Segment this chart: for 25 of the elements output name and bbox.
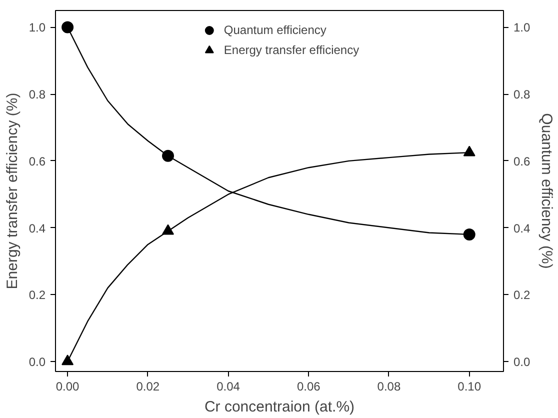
y-tick-label: 0.0 <box>28 354 46 369</box>
x-tick-label: 0.06 <box>296 380 321 394</box>
y2-tick-label: 0.2 <box>514 288 531 302</box>
point <box>62 21 74 34</box>
y-axis-title: Energy transfer efficiency (%) <box>4 92 21 290</box>
legend-label: Quantum efficiency <box>224 23 326 37</box>
y-tick-label: 0.2 <box>28 288 46 302</box>
y-tick-label: 1.0 <box>28 20 46 35</box>
y2-tick-label: 0.4 <box>514 221 531 236</box>
y2-tick-label: 0.6 <box>514 154 531 168</box>
x-tick-label: 0.10 <box>458 380 482 394</box>
y2-axis-title: Quantum efficiency (%) <box>538 113 556 269</box>
y-tick-label: 0.6 <box>28 154 46 168</box>
y2-tick-label: 1.0 <box>514 20 531 35</box>
y-tick-label: 0.4 <box>28 221 46 236</box>
legend-label: Energy transfer efficiency <box>224 43 360 57</box>
y2-tick-label: 0.8 <box>514 88 531 102</box>
point <box>463 228 476 240</box>
x-tick-label: 0.02 <box>136 380 160 394</box>
y-tick-label: 0.8 <box>28 88 46 102</box>
x-tick-label: 0.00 <box>56 380 80 394</box>
x-tick-label: 0.08 <box>377 380 401 394</box>
y2-tick-label: 0.0 <box>514 354 531 369</box>
x-tick-label: 0.04 <box>216 380 240 394</box>
x-axis-title: Cr concentraion (at.%) <box>204 398 355 416</box>
